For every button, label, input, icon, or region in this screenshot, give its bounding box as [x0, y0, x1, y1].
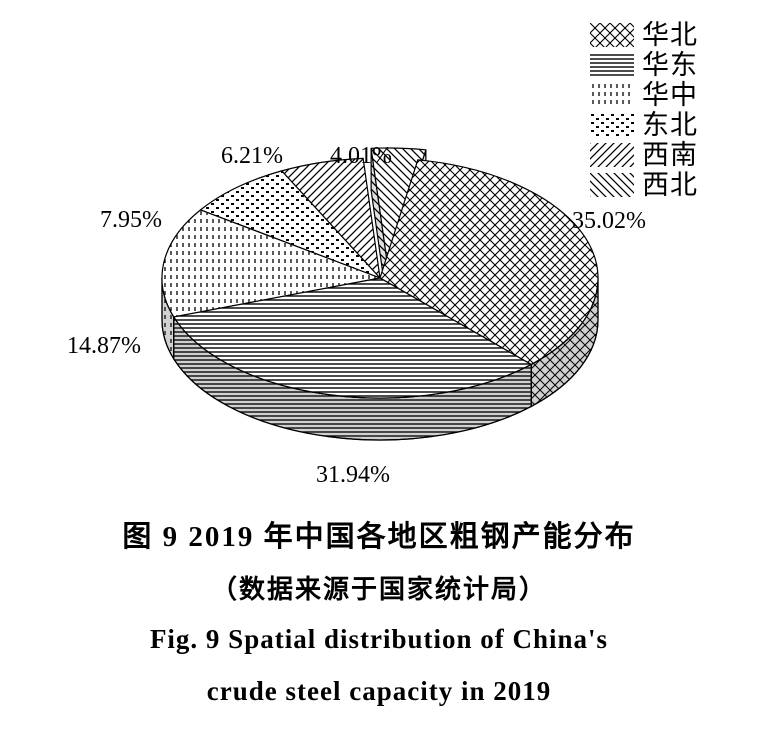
legend-item-xinan: 西南: [590, 140, 730, 170]
caption-cn-title: 图 9 2019 年中国各地区粗钢产能分布: [0, 510, 758, 565]
slice-label-huabei: 35.02%: [572, 208, 646, 235]
slice-label-xibei: 4.01%: [330, 143, 392, 170]
legend-label: 东北: [642, 110, 698, 140]
legend-swatch-huazhong: [590, 83, 634, 107]
legend-label: 华北: [642, 20, 698, 50]
legend-swatch-huadong: [590, 53, 634, 77]
legend-swatch-xinan: [590, 143, 634, 167]
caption-en-line1: Fig. 9 Spatial distribution of China's: [0, 614, 758, 665]
pie-chart: 35.02% 31.94% 14.87% 7.95% 6.21% 4.01% 华…: [0, 10, 758, 480]
slice-label-xinan: 6.21%: [221, 143, 283, 170]
legend-label: 华中: [642, 80, 698, 110]
legend-swatch-huabei: [590, 23, 634, 47]
caption: 图 9 2019 年中国各地区粗钢产能分布 （数据来源于国家统计局） Fig. …: [0, 510, 758, 717]
legend-item-huazhong: 华中: [590, 80, 730, 110]
legend-swatch-dongbei: [590, 113, 634, 137]
slice-label-dongbei: 7.95%: [100, 207, 162, 234]
legend-label: 华东: [642, 50, 698, 80]
legend-item-huabei: 华北: [590, 20, 730, 50]
slice-label-huazhong: 14.87%: [67, 333, 141, 360]
legend-label: 西南: [642, 140, 698, 170]
legend: 华北 华东 华中 东北 西南 西北: [590, 20, 730, 200]
legend-label: 西北: [642, 170, 698, 200]
caption-cn-source: （数据来源于国家统计局）: [0, 565, 758, 614]
legend-item-dongbei: 东北: [590, 110, 730, 140]
legend-item-xibei: 西北: [590, 170, 730, 200]
caption-en-line2: crude steel capacity in 2019: [0, 666, 758, 717]
legend-swatch-xibei: [590, 173, 634, 197]
figure: 35.02% 31.94% 14.87% 7.95% 6.21% 4.01% 华…: [0, 0, 758, 741]
legend-item-huadong: 华东: [590, 50, 730, 80]
slice-label-huadong: 31.94%: [316, 462, 390, 489]
